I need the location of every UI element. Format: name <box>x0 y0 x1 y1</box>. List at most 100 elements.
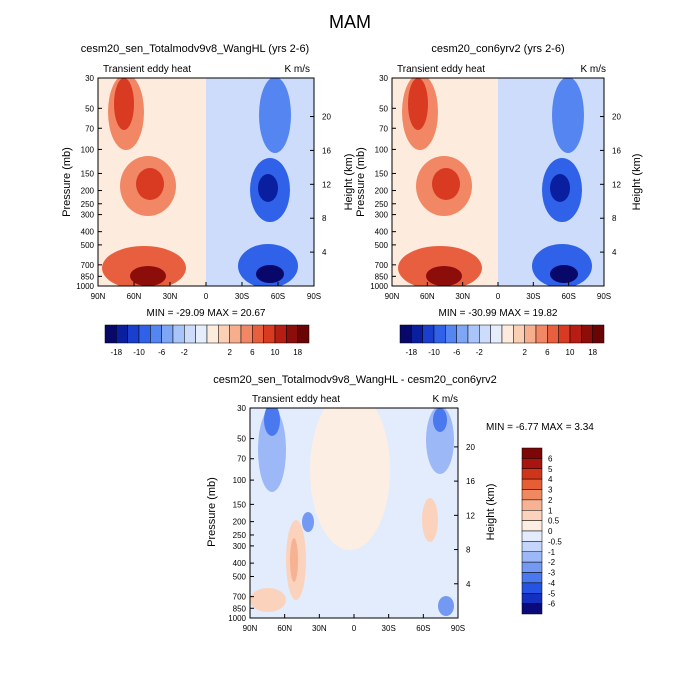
colorbar-label: 18 <box>293 348 302 357</box>
y-tick-label: 50 <box>85 104 94 113</box>
colorbar-swatch <box>138 324 151 344</box>
panel-diff-x-ticks: 90N 60N 30N 0 30S 60S 90S <box>243 614 465 633</box>
y-tick-label: 30 <box>379 74 388 83</box>
colorbar-label: 6 <box>250 348 255 357</box>
colorbar-swatch <box>521 468 543 480</box>
colorbar-label: 0.5 <box>548 517 560 526</box>
colorbar-label: -6 <box>158 348 166 357</box>
colorbar-label: -6 <box>548 600 556 609</box>
colorbar-swatch <box>274 324 287 344</box>
panel-diff-field <box>250 408 458 618</box>
colorbar-swatch <box>521 458 543 469</box>
y-tick-label: 250 <box>375 200 389 209</box>
y-tick-label: 850 <box>233 604 247 613</box>
x-tick-label: 90S <box>597 292 611 301</box>
x-tick-label: 0 <box>204 292 209 301</box>
colorbar-swatch <box>411 324 423 344</box>
field-positive-lower-core <box>130 266 166 286</box>
colorbar-label: 18 <box>588 348 597 357</box>
colorbar-swatch <box>195 324 208 344</box>
colorbar-swatch <box>521 593 543 604</box>
x-tick-label: 60S <box>562 292 576 301</box>
x-tick-label: 60S <box>416 624 430 633</box>
y-tick-label: 70 <box>379 124 388 133</box>
colorbar-label: 10 <box>566 348 575 357</box>
y-tick-label: 700 <box>233 593 247 602</box>
field-negative-upper <box>259 78 291 153</box>
colorbar-swatch <box>150 324 162 344</box>
panel-sen-ylabel: Pressure (mb) <box>61 147 73 217</box>
x-tick-label: 30S <box>382 624 396 633</box>
colorbar-label: -2 <box>476 348 484 357</box>
colorbar-swatch <box>206 324 219 344</box>
y-tick-label: 300 <box>233 542 247 551</box>
colorbar-swatch <box>521 572 543 584</box>
field-positive-mid-core <box>136 168 164 200</box>
field-positive-upper-core <box>114 78 134 130</box>
x-tick-label: 90N <box>243 624 258 633</box>
colorbar-swatch <box>240 324 253 344</box>
panel-sen-height-ticks: 20 16 12 8 4 <box>310 113 331 257</box>
colorbar-swatch <box>592 324 605 344</box>
colorbar-swatch <box>104 324 117 344</box>
colorbar-swatch <box>218 324 230 344</box>
y-tick-label: 100 <box>81 145 95 154</box>
colorbar-swatch <box>521 478 543 490</box>
x-tick-label: 90S <box>307 292 321 301</box>
colorbar-swatch <box>521 603 543 615</box>
y-tick-label: 150 <box>81 169 95 178</box>
x-tick-label: 0 <box>496 292 501 301</box>
colorbar-swatch <box>513 324 525 344</box>
colorbar-swatch <box>490 324 503 344</box>
y-tick-label: 50 <box>379 104 388 113</box>
x-tick-label: 30N <box>163 292 178 301</box>
y-tick-label: 300 <box>375 211 389 220</box>
y-tick-label: 1000 <box>76 282 94 291</box>
y-tick-label: 300 <box>81 211 95 220</box>
panel-diff-stats: MIN = -6.77 MAX = 3.34 <box>486 422 594 433</box>
height-tick-label: 20 <box>322 113 331 122</box>
field-negative-mid-core <box>258 174 278 202</box>
y-tick-label: 30 <box>85 74 94 83</box>
height-tick-label: 8 <box>612 214 617 223</box>
field-positive-mid-core <box>432 168 460 200</box>
colorbar-swatch <box>184 324 196 344</box>
colorbar-swatch <box>521 582 543 594</box>
colorbar-label: -2 <box>181 348 189 357</box>
y-tick-label: 30 <box>237 404 246 413</box>
field-negative-upper-left-core <box>264 408 280 436</box>
colorbar-swatch <box>422 324 435 344</box>
panel-con-ylabel: Pressure (mb) <box>355 147 367 217</box>
height-tick-label: 12 <box>612 180 621 189</box>
colorbar-swatch <box>297 324 310 344</box>
y-tick-label: 500 <box>375 241 389 250</box>
y-tick-label: 400 <box>375 228 389 237</box>
x-tick-label: 30N <box>455 292 470 301</box>
colorbar-swatch <box>172 324 185 344</box>
y-tick-label: 1000 <box>228 614 246 623</box>
x-tick-label: 60N <box>420 292 435 301</box>
colorbar-label: -3 <box>548 569 556 578</box>
height-tick-label: 20 <box>612 113 621 122</box>
colorbar-label: 6 <box>545 348 550 357</box>
colorbar-swatch <box>521 520 543 532</box>
field-negative-mid-core <box>550 174 570 202</box>
field-negative-upper-right-core <box>433 408 447 432</box>
panel-con-title: cesm20_con6yrv2 (yrs 2-6) <box>431 43 564 55</box>
panel-diff-height-ticks: 20 16 12 8 4 <box>454 443 475 589</box>
colorbar-label: -10 <box>133 348 145 357</box>
y-tick-label: 250 <box>233 531 247 540</box>
colorbar-swatch <box>252 324 264 344</box>
height-tick-label: 16 <box>466 477 475 486</box>
colorbar-label: -2 <box>548 558 556 567</box>
colorbar-label: 0 <box>548 527 553 536</box>
colorbar-label: -4 <box>548 579 556 588</box>
y-tick-label: 400 <box>81 228 95 237</box>
height-tick-label: 20 <box>466 443 475 452</box>
colorbar-label: 2 <box>227 348 232 357</box>
x-tick-label: 30S <box>526 292 540 301</box>
y-tick-label: 50 <box>237 435 246 444</box>
field-negative-upper-left <box>258 408 286 492</box>
